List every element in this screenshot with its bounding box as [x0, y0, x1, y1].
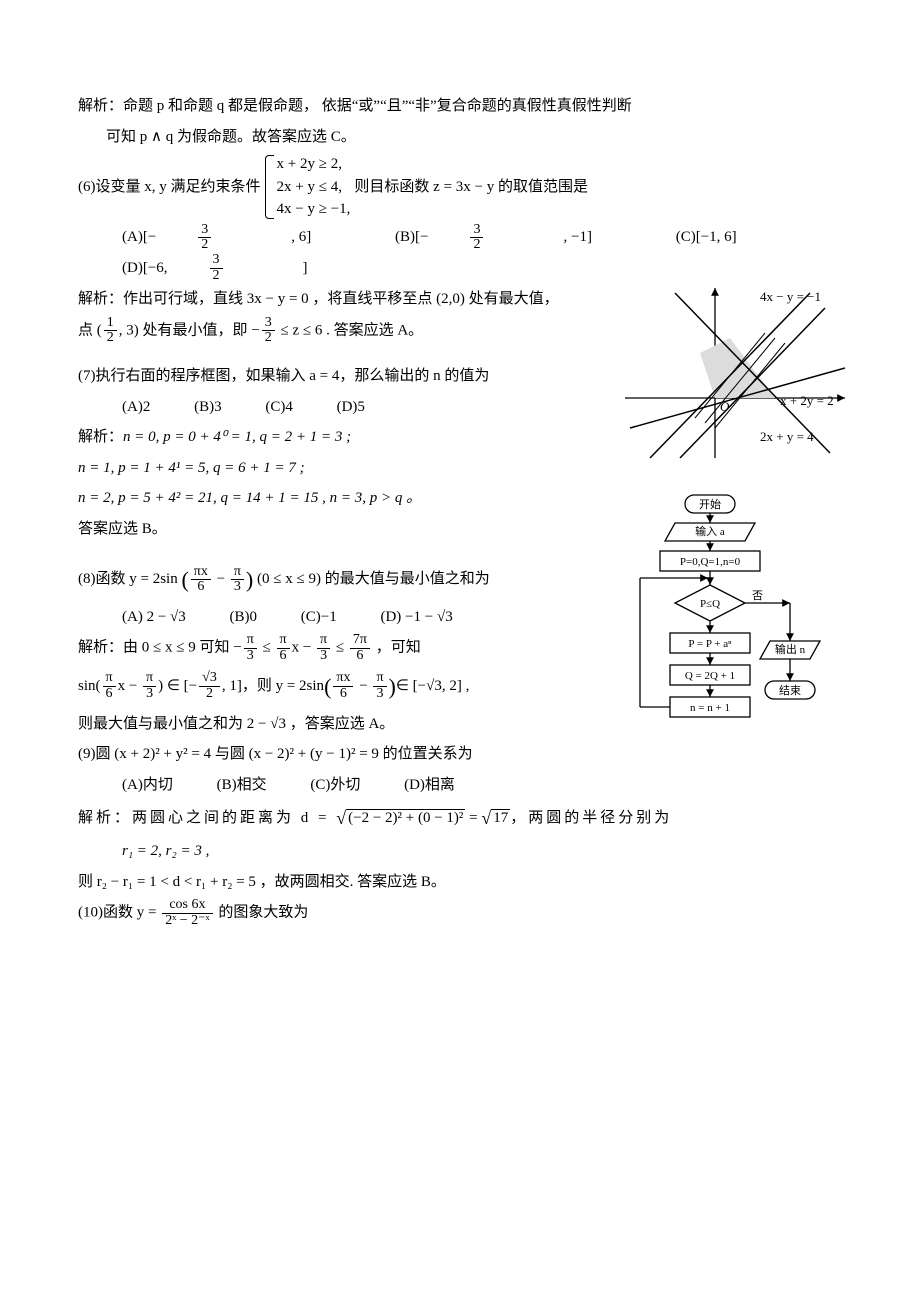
flow-start: 开始: [699, 497, 721, 511]
flow-end: 结束: [779, 684, 801, 697]
q8-optA: (A) 2 − √3: [122, 603, 186, 632]
flow-init: P=0,Q=1,n=0: [680, 556, 741, 568]
flow-input: 输入 a: [695, 524, 725, 538]
flow-cond: P≤Q: [700, 598, 720, 610]
q7-optD: (D)5: [337, 393, 365, 422]
flow-s3: n = n + 1: [690, 702, 730, 714]
flow-s1: P = P + aⁿ: [688, 638, 732, 650]
flow-s2: Q = 2Q + 1: [685, 670, 735, 682]
q10-stem: (10)函数 y = cos 6x2ˣ − 2⁻ˣ 的图象大致为: [78, 898, 850, 928]
fig6-line3: 2x + y = 4: [760, 429, 814, 444]
q8-optB: (B)0: [230, 603, 258, 632]
q9-ana-l2: r₁ = 2, r₂ = 3 ,: [78, 837, 850, 866]
q6-optD: (D)[−6, 32]: [122, 253, 348, 283]
q6-optC: (C)[−1, 6]: [676, 223, 737, 252]
q8-optD: (D) −1 − √3: [380, 603, 452, 632]
q9-ana-l3: 则 r₂ − r₁ = 1 < d < r₁ + r₂ = 5 ，故两圆相交. …: [78, 868, 850, 897]
q5-analysis-line1: 解析：命题 p 和命题 q 都是假命题， 依据“或”“且”“非”复合命题的真假性…: [78, 92, 850, 121]
q8-optC: (C)−1: [301, 603, 337, 632]
q6-stem: (6)设变量 x, y 满足约束条件 x + 2y ≥ 2, 2x + y ≤ …: [78, 153, 850, 221]
q6-optA: (A)[−32, 6]: [122, 223, 351, 253]
q6-c1: x + 2y ≥ 2,: [277, 153, 351, 176]
q6-c2: 2x + y ≤ 4,: [277, 176, 351, 199]
q9-options: (A)内切 (B)相交 (C)外切 (D)相离: [78, 771, 850, 800]
q9-optB: (B)相交: [217, 771, 267, 800]
q6-stem-pre: (6)设变量 x, y 满足约束条件: [78, 173, 261, 202]
fig6-origin: O: [720, 399, 730, 414]
flow-out: 输出 n: [775, 642, 806, 656]
q6-optB: (B)[−32, −1]: [395, 223, 632, 253]
q6-options: (A)[−32, 6] (B)[−32, −1] (C)[−1, 6] (D)[…: [78, 223, 850, 284]
q6-constraints-brace: x + 2y ≥ 2, 2x + y ≤ 4, 4x − y ≥ −1,: [265, 153, 351, 221]
q7-flowchart: 开始 输入 a P=0,Q=1,n=0 P≤Q 否 输出 n 结束: [620, 493, 840, 771]
q9-optC: (C)外切: [310, 771, 360, 800]
q7-optB: (B)3: [194, 393, 222, 422]
q6-c3: 4x − y ≥ −1,: [277, 198, 351, 221]
q6-feasible-region-figure: O 4x − y = −1 x + 2y = 2 2x + y = 4: [620, 283, 850, 463]
q7-optA: (A)2: [122, 393, 150, 422]
q9-ana-l1: 解析：两圆心之间的距离为 d = √(−2 − 2)² + (0 − 1)² =…: [78, 801, 850, 835]
right-figures-column: O 4x − y = −1 x + 2y = 2 2x + y = 4 开始 输…: [620, 283, 850, 771]
q6-stem-post: 则目标函数 z = 3x − y 的取值范围是: [354, 173, 588, 202]
fig6-line1: 4x − y = −1: [760, 289, 821, 304]
q9-optA: (A)内切: [122, 771, 173, 800]
fig6-line2: x + 2y = 2: [780, 393, 834, 408]
flow-no: 否: [752, 590, 763, 602]
q9-optD: (D)相离: [404, 771, 455, 800]
q5-analysis-line2: 可知 p ∧ q 为假命题。故答案应选 C。: [78, 123, 850, 152]
q7-optC: (C)4: [265, 393, 293, 422]
